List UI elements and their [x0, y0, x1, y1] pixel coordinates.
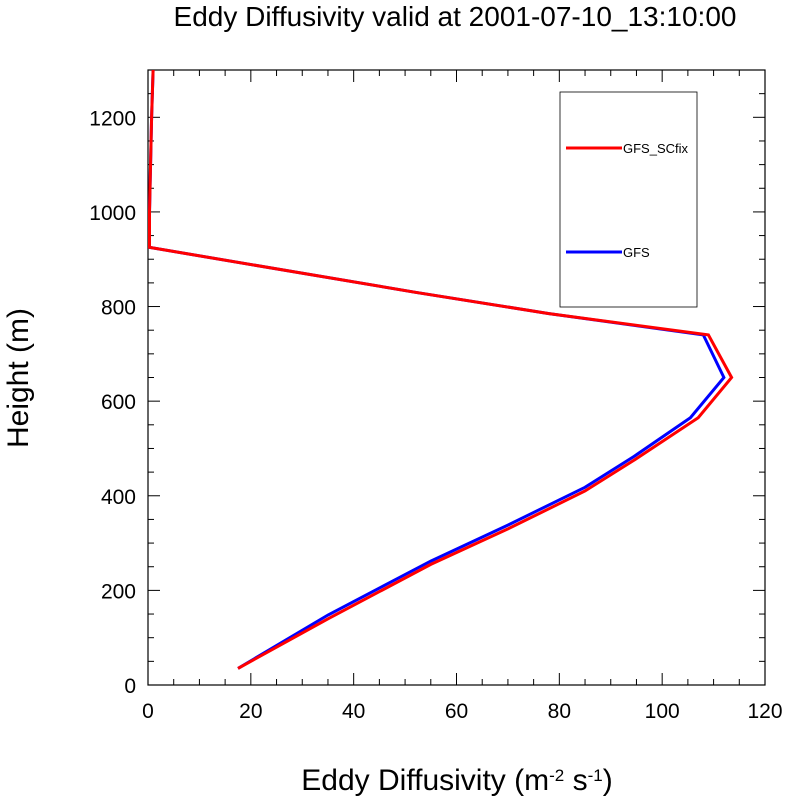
- chart-title: Eddy Diffusivity valid at 2001-07-10_13:…: [174, 1, 737, 32]
- x-axis-label-mid: s: [564, 764, 587, 797]
- x-axis-label-sup1: -2: [549, 766, 564, 785]
- y-axis-label: Height (m): [2, 308, 35, 448]
- x-tick-label: 0: [142, 700, 154, 723]
- y-tick-label: 400: [101, 486, 136, 509]
- x-axis-label: Eddy Diffusivity (m-2 s-1): [301, 764, 612, 797]
- x-tick-label: 120: [747, 700, 782, 723]
- x-tick-label: 40: [342, 700, 365, 723]
- legend-label: GFS: [623, 245, 650, 260]
- x-tick-label: 100: [645, 700, 680, 723]
- series-line-gfs-scfix: [148, 69, 734, 670]
- y-tick-label: 200: [101, 580, 136, 603]
- x-tick-label: 20: [239, 700, 262, 723]
- y-tick-label: 600: [101, 391, 136, 414]
- x-tick-label: 80: [548, 700, 571, 723]
- legend-box: [559, 91, 698, 308]
- x-axis-label-main: Eddy Diffusivity (m: [301, 764, 549, 797]
- y-tick-label: 1200: [89, 107, 136, 130]
- x-axis-label-sup2: -1: [588, 766, 603, 785]
- y-tick-label: 800: [101, 297, 136, 320]
- x-tick-label: 60: [445, 700, 468, 723]
- x-axis-label-end: ): [603, 764, 613, 797]
- legend-label: GFS_SCfix: [623, 141, 689, 156]
- y-tick-label: 0: [124, 675, 136, 698]
- plot-area: 0 20 40 60 80 100 120020040060080010001200GFS_…: [89, 69, 783, 723]
- y-tick-label: 1000: [89, 202, 136, 225]
